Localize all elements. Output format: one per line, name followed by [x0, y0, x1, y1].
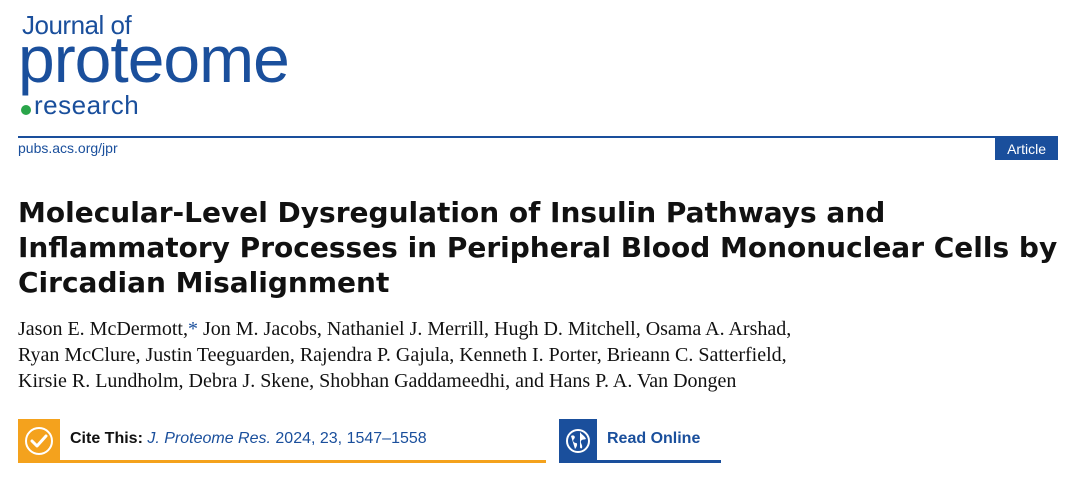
globe-icon [566, 429, 590, 453]
author-line-2: Ryan McClure, Justin Teeguarden, Rajendr… [18, 344, 787, 366]
cite-reference[interactable]: J. Proteome Res. 2024, 23, 1547–1558 [147, 430, 426, 447]
cite-label: Cite This: [70, 430, 143, 447]
read-underline [559, 460, 721, 463]
logo-journal-of: Journal of [22, 10, 132, 40]
logo-proteome: proteome [18, 22, 290, 96]
logo-dot-icon [21, 105, 31, 115]
author-line-1: Jason E. McDermott,* Jon M. Jacobs, Nath… [18, 316, 1058, 342]
read-icon-background [559, 419, 597, 463]
cite-text: Cite This: J. Proteome Res. 2024, 23, 15… [70, 430, 427, 448]
cite-underline [18, 460, 546, 463]
author-line-1-rest: Jon M. Jacobs, Nathaniel J. Merrill, Hug… [197, 318, 792, 340]
cite-this-box[interactable]: Cite This: J. Proteome Res. 2024, 23, 15… [18, 419, 546, 463]
journal-logo: Journal of proteome research [18, 8, 358, 120]
author-list: Jason E. McDermott,* Jon M. Jacobs, Nath… [18, 316, 1058, 394]
article-title: Molecular-Level Dysregulation of Insulin… [18, 196, 1058, 299]
cite-details: 2024, 23, 1547–1558 [270, 430, 427, 447]
author-line-3: Kirsie R. Lundholm, Debra J. Skene, Shob… [18, 370, 737, 392]
author-first[interactable]: Jason E. McDermott, [18, 318, 188, 340]
article-type-badge: Article [995, 138, 1058, 160]
corresponding-author-mark[interactable]: * [187, 318, 198, 340]
journal-url-link[interactable]: pubs.acs.org/jpr [18, 140, 118, 156]
header-rule [18, 136, 1058, 138]
read-online-label: Read Online [607, 430, 701, 447]
cite-icon-background [18, 419, 60, 463]
logo-research: research [34, 90, 140, 120]
check-circle-icon [25, 427, 53, 455]
read-online-button[interactable]: Read Online [559, 419, 721, 463]
cite-journal-abbrev: J. Proteome Res. [147, 430, 271, 447]
